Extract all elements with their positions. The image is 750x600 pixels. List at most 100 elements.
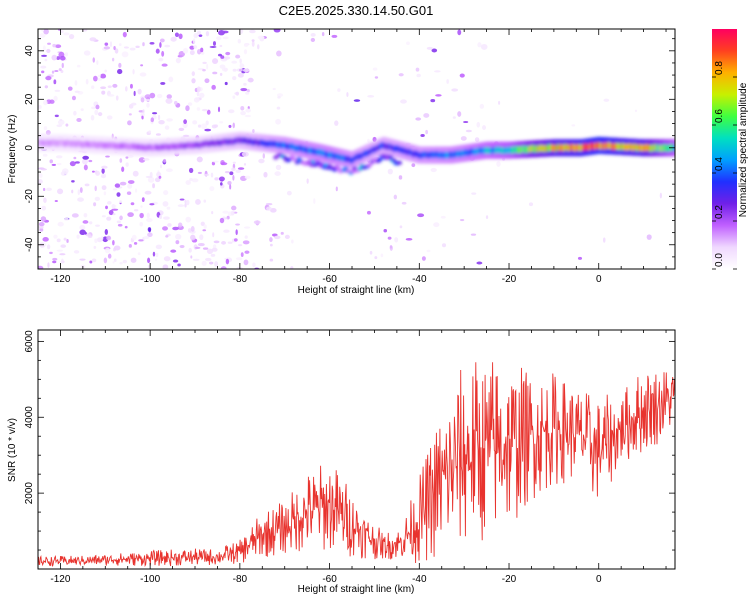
heatmap-cell (219, 217, 225, 224)
snr-x-tick-label: -80 (233, 574, 248, 585)
heatmap-cell (211, 247, 218, 252)
heatmap-cell (91, 106, 97, 110)
heatmap-cell (114, 183, 121, 188)
heatmap-cell (45, 129, 51, 136)
heatmap-cell (117, 69, 123, 75)
heatmap-cell (229, 184, 232, 190)
heatmap-cell (219, 121, 224, 124)
heatmap-cell (191, 178, 199, 183)
snr-series-line (38, 362, 675, 568)
heatmap-cell (97, 77, 103, 81)
heatmap-cell (132, 170, 139, 177)
heatmap-cell (196, 30, 201, 35)
colorbar-tick-label: 0.0 (714, 253, 725, 267)
heatmap-cell (463, 120, 469, 123)
colorbar-tick-label: 0.6 (714, 109, 725, 123)
heatmap-cell (106, 216, 112, 221)
heatmap-cell (67, 86, 73, 91)
heatmap-cell (269, 243, 273, 247)
heatmap-cell (40, 168, 47, 171)
heatmap-cell (152, 183, 155, 189)
heatmap-cell (239, 29, 244, 35)
heatmap-cell (140, 64, 144, 67)
heatmap-cell (175, 240, 180, 245)
spectrogram-frame (37, 28, 676, 270)
heatmap-cell (220, 162, 228, 166)
snr-y-tick-label: 6000 (24, 330, 35, 353)
heatmap-cell (211, 124, 217, 129)
heatmap-cell (160, 82, 166, 85)
heatmap-cell (253, 220, 261, 225)
heatmap-cell (47, 244, 51, 250)
heatmap-cell (228, 109, 235, 114)
heatmap-cell (187, 102, 193, 106)
heatmap-cell (275, 118, 281, 125)
heatmap-cell (119, 215, 123, 221)
heatmap-cell (117, 223, 123, 227)
heatmap-cell (602, 237, 606, 243)
heatmap-cell (242, 240, 250, 245)
spectrogram-y-tick-label: 40 (24, 45, 35, 57)
heatmap-cell (232, 174, 235, 181)
heatmap-cell (137, 88, 142, 95)
heatmap-cell (92, 57, 95, 63)
heatmap-cell (60, 30, 64, 34)
heatmap-cell (275, 164, 282, 171)
heatmap-cell (137, 252, 141, 256)
heatmap-cell (237, 73, 244, 78)
heatmap-cell (165, 235, 169, 238)
heatmap-cell (406, 41, 410, 45)
heatmap-cell (242, 68, 250, 72)
heatmap-cell (73, 250, 80, 254)
heatmap-cell (240, 87, 248, 92)
heatmap-cell (122, 31, 127, 38)
heatmap-cell (213, 240, 220, 244)
heatmap-cell (88, 159, 93, 163)
heatmap-cell (100, 73, 107, 79)
heatmap-cell (84, 183, 90, 187)
heatmap-cell (133, 209, 139, 212)
heatmap-cell (64, 52, 69, 57)
heatmap-cell (263, 171, 268, 178)
heatmap-cell (40, 65, 47, 69)
heatmap-cell (159, 38, 165, 43)
heatmap-cell (191, 71, 195, 77)
heatmap-cell (159, 164, 163, 169)
heatmap-cell (41, 70, 45, 74)
heatmap-cell (366, 210, 371, 215)
heatmap-cell (68, 33, 75, 40)
heatmap-cell (249, 29, 256, 34)
heatmap-cell (89, 221, 93, 225)
heatmap-cell (59, 118, 63, 122)
heatmap-cell (221, 241, 227, 245)
heatmap-cell (230, 210, 235, 216)
heatmap-cell (232, 95, 236, 99)
heatmap-cell (83, 50, 91, 56)
heatmap-cell (369, 250, 373, 255)
heatmap-cell (178, 222, 183, 228)
heatmap-cell (107, 94, 115, 97)
heatmap-cell (101, 168, 105, 174)
heatmap-cell (243, 163, 247, 166)
heatmap-cell (76, 234, 80, 239)
heatmap-cell (202, 61, 207, 65)
heatmap-cell (232, 122, 235, 129)
heatmap-cell (274, 235, 281, 240)
heatmap-cell (139, 72, 147, 77)
heatmap-cell (235, 223, 240, 226)
heatmap-cell (113, 46, 116, 51)
heatmap-cell (112, 83, 118, 88)
spectrogram-y-tick-label: 20 (24, 93, 35, 105)
heatmap-cell (76, 117, 82, 122)
heatmap-cell (178, 127, 185, 131)
heatmap-cell (182, 134, 190, 138)
heatmap-cell (211, 211, 214, 215)
heatmap-cell (196, 107, 201, 111)
heatmap-cell (96, 60, 99, 65)
heatmap-cell (309, 163, 315, 168)
heatmap-cell (115, 95, 119, 101)
heatmap-cell (155, 252, 159, 258)
heatmap-cell (231, 205, 237, 211)
heatmap-cell (161, 63, 168, 67)
heatmap-cell (38, 104, 42, 110)
